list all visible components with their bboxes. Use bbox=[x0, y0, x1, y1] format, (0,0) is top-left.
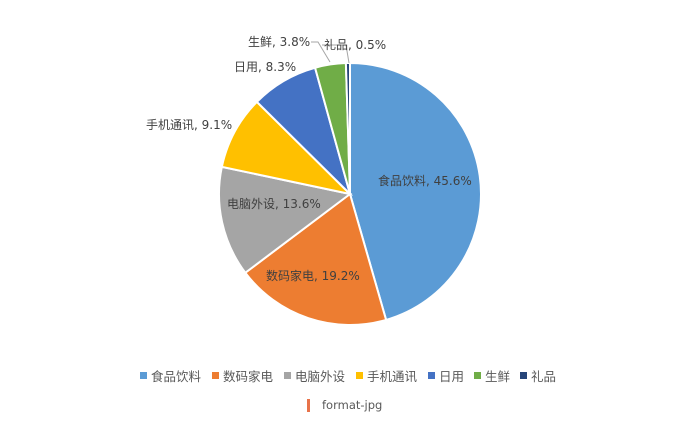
data-label-1: 数码家电, 19.2% bbox=[266, 268, 360, 283]
legend-label-0: 食品饮料 bbox=[151, 369, 202, 384]
data-label-4: 日用, 8.3% bbox=[234, 60, 296, 74]
leader-line-5 bbox=[311, 41, 331, 63]
legend-swatch-0 bbox=[140, 372, 147, 379]
watermark-text: format-jpg bbox=[322, 398, 383, 412]
data-labels: 食品饮料, 45.6% 数码家电, 19.2% 电脑外设, 13.6% 手机通讯, 9… bbox=[146, 35, 472, 283]
legend-label-6: 礼品 bbox=[531, 369, 556, 384]
legend-label-1: 数码家电 bbox=[223, 369, 274, 384]
legend-swatch-2 bbox=[284, 372, 291, 379]
leader-lines bbox=[311, 41, 350, 64]
legend-label-5: 生鲜 bbox=[485, 369, 510, 384]
legend-swatch-3 bbox=[356, 372, 363, 379]
data-label-2: 电脑外设, 13.6% bbox=[227, 197, 321, 211]
legend-label-3: 手机通讯 bbox=[367, 369, 418, 384]
pie-slice-2 bbox=[217, 165, 353, 275]
data-label-6: 礼品, 0.5% bbox=[324, 37, 386, 52]
pie-slice-1 bbox=[243, 192, 388, 326]
legend-label-2: 电脑外设 bbox=[295, 369, 346, 384]
legend-swatch-6 bbox=[520, 372, 527, 379]
pie-slices bbox=[217, 61, 482, 326]
legend-swatch-1 bbox=[212, 372, 219, 379]
data-label-3: 手机通讯, 9.1% bbox=[146, 118, 232, 132]
pie-slice-0 bbox=[349, 61, 482, 322]
watermark-bar bbox=[307, 399, 310, 412]
data-label-5: 生鲜, 3.8% bbox=[248, 35, 310, 49]
legend-swatch-5 bbox=[474, 372, 481, 379]
leader-line-6 bbox=[322, 44, 350, 64]
data-label-0: 食品饮料, 45.6% bbox=[378, 173, 472, 188]
pie-slice-6 bbox=[344, 61, 351, 195]
legend-label-4: 日用 bbox=[439, 369, 464, 384]
legend-swatch-4 bbox=[428, 372, 435, 379]
legend: 食品饮料 数码家电 电脑外设 手机通讯 日用 生鲜 礼品 bbox=[140, 369, 556, 384]
